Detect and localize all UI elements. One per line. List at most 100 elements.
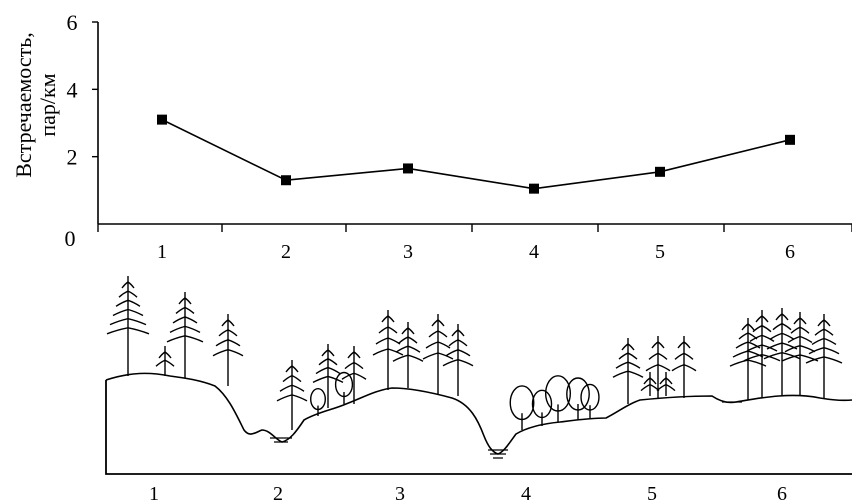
tree-branch xyxy=(445,349,471,357)
tree-branch xyxy=(442,359,474,367)
conifer-tree-icon xyxy=(372,310,404,390)
tree-branch xyxy=(805,356,843,364)
tree-branch xyxy=(315,366,341,375)
tree-branch xyxy=(158,351,172,359)
tree-branch xyxy=(178,297,192,305)
deciduous-tree-icon xyxy=(566,377,590,420)
y-tick-label: 4 xyxy=(67,77,78,102)
tree-branch xyxy=(793,317,807,325)
tree-branch xyxy=(814,328,834,336)
terrain-line xyxy=(105,372,852,455)
tree-branch xyxy=(109,317,147,326)
conifer-tree-icon xyxy=(212,314,244,386)
tree-branch xyxy=(674,352,694,360)
tree-branch xyxy=(775,313,789,321)
conifer-tree-icon xyxy=(656,372,676,396)
tree-branch xyxy=(729,359,767,367)
x-tick-labels: 1 2 3 4 5 6 xyxy=(157,241,795,263)
tree-branch xyxy=(312,375,344,384)
deciduous-tree-icon xyxy=(310,388,326,416)
tree-branch xyxy=(772,323,792,331)
tree-branch xyxy=(215,339,241,347)
conifer-tree-icon xyxy=(671,336,697,398)
tree-branch xyxy=(656,383,676,392)
tree-branch xyxy=(648,352,668,360)
tree-branch xyxy=(651,341,665,349)
tree-crown xyxy=(566,377,590,411)
y-tick-labels: 0 2 4 6 xyxy=(65,10,78,251)
tree-branch xyxy=(285,365,299,373)
tree-branch xyxy=(395,345,421,353)
tree-crown xyxy=(544,375,572,412)
deciduous-tree-icon xyxy=(334,371,354,404)
tree-branch xyxy=(763,352,801,360)
tree-branch xyxy=(378,326,398,334)
tree-branch xyxy=(341,372,367,380)
x-tick-label: 6 xyxy=(785,241,795,263)
tree-branch xyxy=(212,349,244,357)
x-tick-label: 3 xyxy=(403,241,413,263)
data-point-marker xyxy=(529,183,539,194)
conifer-tree-icon xyxy=(312,344,344,408)
tree-branch xyxy=(112,308,144,317)
y-tick-label: 0 xyxy=(65,226,76,251)
terrain-profile xyxy=(105,372,852,475)
profile-section-labels: 1 2 3 4 5 6 xyxy=(149,483,787,504)
conifer-tree-icon xyxy=(422,314,454,394)
conifer-tree-icon xyxy=(612,338,644,404)
tree-branch xyxy=(221,319,235,327)
stream-2 xyxy=(488,449,508,459)
tree-branch xyxy=(155,359,175,367)
tree-branch xyxy=(451,329,465,337)
tree-branch xyxy=(321,349,335,357)
y-tick-label: 6 xyxy=(67,10,78,35)
tree-branch xyxy=(741,323,755,331)
deciduous-tree-icon xyxy=(509,385,535,430)
tree-branch xyxy=(344,361,364,370)
tree-branch xyxy=(811,337,837,346)
conifer-tree-icon xyxy=(276,360,308,430)
profile-section-label: 3 xyxy=(395,483,405,504)
conifer-tree-icon xyxy=(155,346,175,376)
x-tick-label: 2 xyxy=(281,241,291,263)
tree-branch xyxy=(428,330,448,338)
tree-branch xyxy=(372,348,404,356)
profile-section-label: 1 xyxy=(149,483,159,504)
data-point-marker xyxy=(403,163,413,174)
tree-branch xyxy=(422,352,454,360)
conifer-tree-icon xyxy=(645,336,671,398)
chart-axes xyxy=(92,21,852,232)
tree-branch xyxy=(172,316,198,324)
tree-branch xyxy=(279,384,305,392)
conifer-tree-icon xyxy=(106,276,150,376)
tree-branch xyxy=(381,315,395,323)
tree-branch xyxy=(618,352,638,360)
tree-branch xyxy=(659,377,673,385)
data-point-marker xyxy=(785,134,795,145)
conifer-tree-icon xyxy=(166,292,204,378)
series-line xyxy=(161,118,791,190)
tree-branch xyxy=(743,354,781,362)
deciduous-tree-icon xyxy=(544,375,572,422)
deciduous-tree-icon xyxy=(531,389,553,426)
tree-branch xyxy=(781,354,819,362)
tree-branch xyxy=(175,306,195,314)
tree-branch xyxy=(808,347,840,355)
x-tick-label: 4 xyxy=(529,241,539,263)
tree-crown xyxy=(580,383,600,411)
tree-branch xyxy=(401,327,415,335)
data-point-marker xyxy=(281,175,291,186)
tree-branch xyxy=(166,335,204,343)
tree-branch xyxy=(347,351,361,359)
x-tick-label: 1 xyxy=(157,241,167,263)
profile-frame xyxy=(105,380,852,475)
profile-section-label: 6 xyxy=(777,483,787,504)
profile-section-label: 5 xyxy=(647,483,657,504)
conifer-tree-icon xyxy=(341,346,367,404)
tree-branch xyxy=(612,370,644,378)
tree-branch xyxy=(218,329,238,337)
tree-crown xyxy=(531,389,553,419)
conifer-tree-icon xyxy=(743,310,781,398)
conifer-tree-icon xyxy=(392,322,424,388)
